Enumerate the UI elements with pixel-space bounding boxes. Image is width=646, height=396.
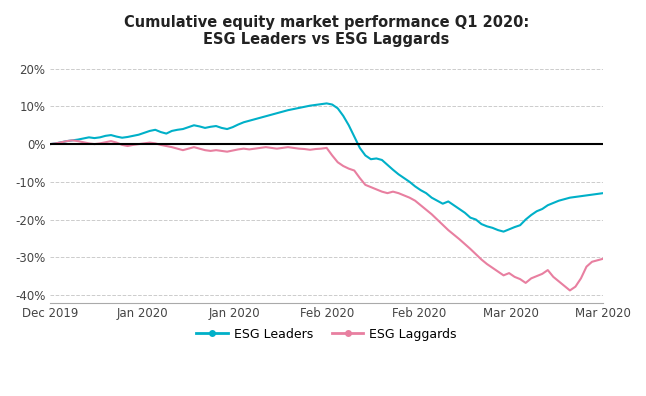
Title: Cumulative equity market performance Q1 2020:
ESG Leaders vs ESG Laggards: Cumulative equity market performance Q1 …: [124, 15, 529, 48]
Legend: ESG Leaders, ESG Laggards: ESG Leaders, ESG Laggards: [191, 323, 462, 346]
